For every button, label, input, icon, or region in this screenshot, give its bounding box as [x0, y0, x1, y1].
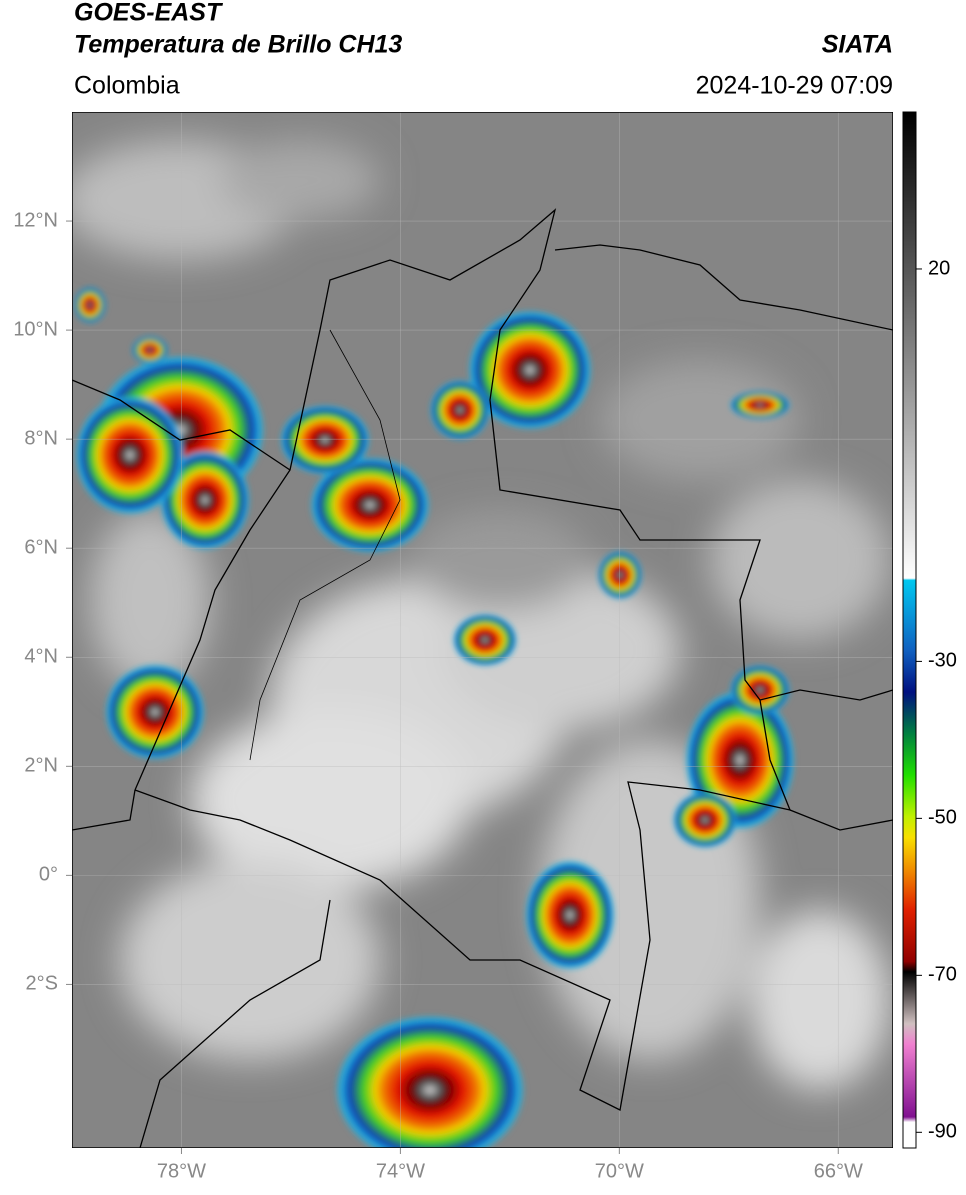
colorbar-tick-label: -50	[928, 807, 957, 829]
x-tick-label: 66°W	[814, 1160, 863, 1182]
internal-borders	[249, 329, 401, 761]
cloud	[220, 140, 380, 220]
y-tick-label: 12°N	[13, 209, 58, 231]
storm-cell	[673, 792, 737, 848]
storm-cell	[280, 405, 370, 475]
peru-border	[139, 899, 331, 1148]
x-tick-label: 78°W	[157, 1160, 206, 1182]
grid	[72, 112, 893, 1148]
storm-cell	[730, 665, 790, 715]
colorbar-tick-label: -90	[928, 1121, 957, 1143]
cloud	[750, 910, 890, 1090]
source: SIATA	[822, 31, 893, 59]
storm-cell	[453, 614, 517, 666]
colorbar-tick-label: 20	[928, 257, 950, 279]
borders	[72, 208, 893, 1148]
x-tick-label: 74°W	[376, 1160, 425, 1182]
storm-cell	[730, 391, 790, 419]
venezuela-brazil-border	[759, 689, 893, 701]
timestamp: 2024-10-29 07:09	[696, 72, 893, 100]
storm-cell	[598, 551, 642, 599]
y-tick-label: 8°N	[24, 427, 58, 449]
colorbar-tick-label: -70	[928, 964, 957, 986]
central-america-coast	[72, 379, 291, 471]
x-tick-label: 70°W	[595, 1160, 644, 1182]
y-tick-label: 4°N	[24, 646, 58, 668]
storm-cell	[310, 457, 430, 553]
colombia-border	[134, 208, 792, 1111]
cloud	[600, 360, 800, 480]
y-tick-label: 2°S	[26, 973, 58, 995]
y-tick-label: 0°	[39, 864, 58, 886]
storm-cell	[132, 336, 168, 364]
ecuador-peru-border	[72, 789, 136, 831]
brazil-border	[789, 809, 893, 831]
cloud	[410, 510, 590, 610]
cloud	[190, 710, 470, 890]
colorbar-ticks: 20 -30 -50 -70 -90	[916, 257, 957, 1143]
y-tick-label: 2°N	[24, 755, 58, 777]
storm-cell	[105, 664, 205, 760]
cloud	[90, 510, 210, 690]
storm-cell	[160, 450, 250, 550]
storm-cell	[75, 395, 185, 515]
y-tick-label: 10°N	[13, 318, 58, 340]
axes: 78°W 74°W 70°W 66°W 12°N 10°N 8°N 6°N 4°N 2°N 0° 2°…	[13, 209, 863, 1182]
map-image	[72, 112, 893, 1148]
storm-cell	[525, 860, 615, 970]
y-tick-label: 6°N	[24, 536, 58, 558]
colorbar	[902, 111, 917, 1149]
storm-cell	[430, 380, 490, 440]
cloud	[120, 860, 380, 1060]
region: Colombia	[74, 72, 180, 100]
subtitle: Temperatura de Brillo CH13	[74, 31, 402, 59]
cloud	[710, 480, 890, 640]
colorbar-tick-label: -30	[928, 650, 957, 672]
storm-cell	[74, 287, 106, 323]
title: GOES-EAST	[74, 0, 224, 27]
venezuela-coast	[554, 244, 893, 331]
storm-cell	[335, 1015, 525, 1148]
